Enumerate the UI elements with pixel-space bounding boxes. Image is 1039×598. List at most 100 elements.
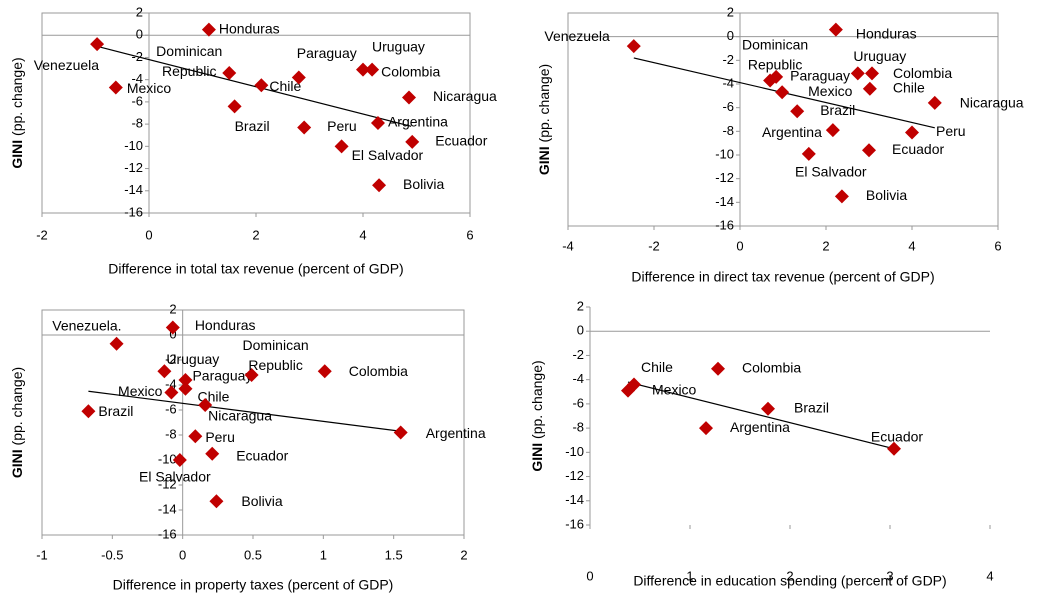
point — [621, 383, 635, 398]
point — [244, 368, 259, 382]
point — [198, 398, 213, 412]
x-tick-label: 2 — [786, 568, 793, 583]
x-tick-label: 6 — [994, 238, 1001, 253]
point-label: Paraguay — [297, 45, 357, 61]
x-tick-label: 1 — [320, 547, 327, 562]
point — [108, 80, 123, 95]
x-tick-label: 0 — [736, 238, 743, 253]
point-label: Colombia — [349, 363, 408, 379]
y-tick-label: 2 — [169, 301, 176, 316]
point-label: El Salvador — [139, 469, 211, 485]
y-tick-label: 0 — [136, 27, 143, 42]
x-tick-label: 2 — [460, 547, 467, 562]
point — [205, 446, 220, 461]
point — [402, 90, 417, 105]
point — [227, 99, 242, 114]
point — [405, 134, 420, 149]
point-label: Chile — [269, 78, 301, 94]
x-tick-label: -2 — [648, 238, 660, 253]
y-tick-label: -4 — [722, 75, 734, 90]
point-label: Peru — [327, 118, 357, 134]
point — [201, 22, 216, 37]
point-label: Uruguay — [853, 48, 906, 64]
y-tick-label: -8 — [165, 426, 177, 441]
point — [365, 62, 380, 77]
trend-line — [88, 390, 401, 432]
y-tick-label: -12 — [124, 160, 143, 175]
x-tick-label: 0.5 — [244, 547, 262, 562]
point-label: Ecuador — [871, 428, 923, 444]
y-tick-label: 0 — [727, 28, 734, 43]
point — [157, 364, 172, 379]
point-label: Bolivia — [241, 493, 282, 509]
point-label: Nicaragua — [960, 95, 1024, 111]
point — [356, 62, 370, 77]
point — [109, 336, 124, 351]
point — [291, 70, 306, 85]
trend-line — [96, 45, 412, 127]
point — [887, 441, 901, 456]
point-label: Ecuador — [236, 447, 288, 463]
point — [164, 385, 179, 400]
y-axis-label-bold: GINI — [529, 443, 545, 472]
point-label: Brazil — [235, 118, 270, 134]
y-axis-label: GINI (pp. change) — [529, 360, 545, 471]
point — [334, 139, 349, 154]
point — [825, 123, 840, 138]
point-label: Uruguay — [166, 351, 219, 367]
point-label: Venezuela — [34, 57, 100, 73]
point-label: Chile — [641, 359, 673, 375]
x-tick-label: -0.5 — [101, 547, 123, 562]
point — [801, 146, 816, 161]
point — [81, 404, 96, 419]
x-axis-label: Difference in total tax revenue (percent… — [108, 261, 403, 277]
point-label: Paraguay — [192, 368, 252, 384]
y-axis-label: GINI (pp. change) — [536, 64, 552, 175]
point-label: Chile — [893, 79, 925, 95]
point — [370, 116, 385, 130]
y-axis-label-bold: GINI — [536, 146, 552, 175]
y-axis-label-rest: (pp. change) — [536, 64, 552, 143]
y-tick-label: -14 — [124, 182, 143, 197]
y-tick-label: -16 — [565, 516, 584, 531]
point — [178, 381, 193, 396]
y-tick-label: 2 — [727, 4, 734, 19]
y-tick-label: -10 — [565, 444, 584, 459]
y-tick-label: -6 — [165, 401, 177, 416]
point — [834, 189, 849, 204]
y-tick-label: -8 — [722, 123, 734, 138]
plot-frame — [567, 12, 999, 227]
point-label: Peru — [936, 123, 966, 139]
y-tick-label: 2 — [136, 4, 143, 19]
y-tick-label: -16 — [715, 217, 734, 232]
point — [172, 453, 187, 467]
point — [297, 120, 312, 135]
point-label: Ecuador — [892, 141, 944, 157]
point-label: Colombia — [381, 63, 440, 79]
point-label: Paraguay — [790, 68, 850, 84]
y-axis-label-rest: (pp. change) — [529, 360, 545, 439]
point-label: Brazil — [820, 102, 855, 118]
y-tick-label: 2 — [577, 298, 584, 313]
point — [769, 69, 784, 84]
y-tick-label: -6 — [572, 395, 584, 410]
point-label: Venezuela. — [52, 317, 121, 333]
point-label: Ecuador — [435, 133, 487, 149]
y-tick-label: -12 — [158, 476, 177, 491]
point — [865, 66, 880, 81]
x-tick-label: 4 — [908, 238, 915, 253]
point-label: El Salvador — [352, 147, 424, 163]
y-tick-label: -4 — [131, 71, 143, 86]
y-tick-label: -12 — [565, 468, 584, 483]
point — [927, 95, 942, 110]
point-label: Argentina — [388, 114, 448, 130]
point-label: El Salvador — [795, 164, 867, 180]
point — [850, 66, 865, 81]
point-label: Argentina — [426, 425, 486, 441]
point — [626, 39, 641, 54]
point-label: Dominican Republic — [243, 337, 309, 373]
x-tick-label: 2 — [252, 227, 259, 242]
point — [90, 37, 105, 52]
point-label: Brazil — [794, 399, 829, 415]
